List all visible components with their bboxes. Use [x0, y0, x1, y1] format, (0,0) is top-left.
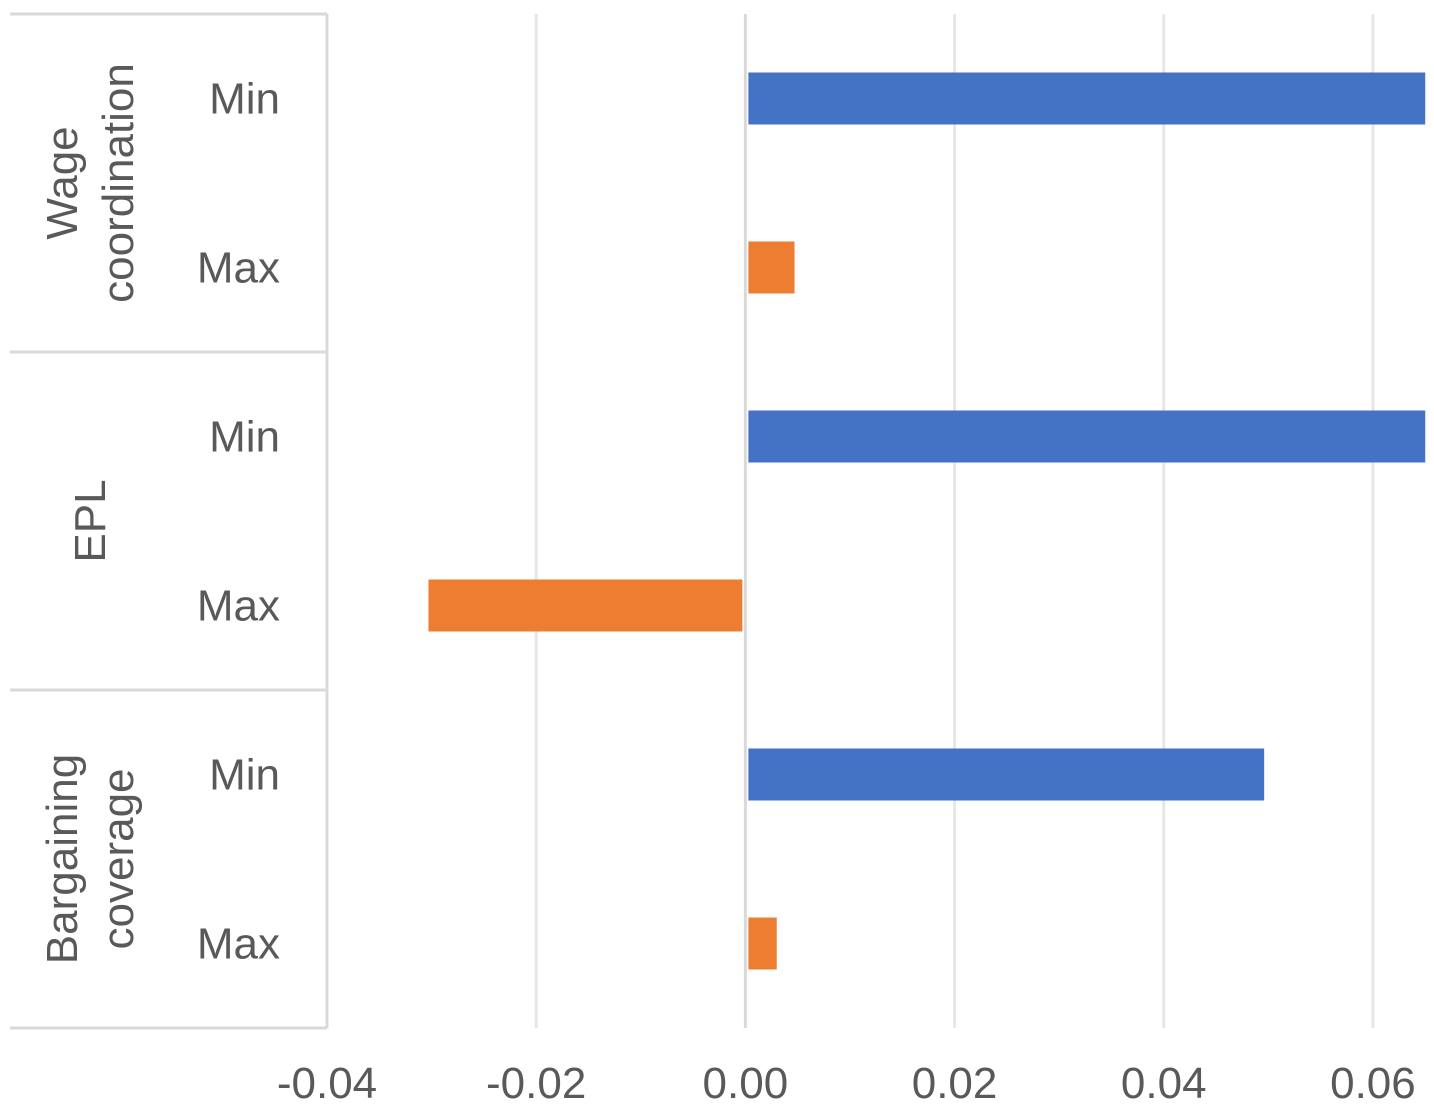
category-label-2-max: Max [197, 582, 280, 631]
bar-2-min [748, 410, 1426, 463]
x-tick-label-4: 0.04 [1121, 1059, 1207, 1108]
x-tick-label-0: -0.04 [277, 1059, 377, 1108]
bar-1-min [748, 72, 1426, 125]
group-label-3-line-1: Bargaining [38, 754, 87, 964]
group-label-3: Bargaining coverage [38, 754, 143, 964]
x-axis-tick-labels: -0.04 -0.02 0.00 0.02 0.04 0.06 [277, 1059, 1416, 1108]
group-label-1-line-2: coordination [94, 63, 143, 303]
category-axis: Min Max Wage coordination Min Max EPL Min Max Bar… [10, 12, 329, 1030]
bars [428, 72, 1426, 970]
bar-3-max [748, 917, 777, 970]
x-tick-label-2: 0.00 [703, 1059, 789, 1108]
x-tick-label-3: 0.02 [912, 1059, 998, 1108]
bar-3-min [748, 748, 1265, 801]
category-label-1-min: Min [209, 75, 280, 124]
category-label-3-min: Min [209, 751, 280, 800]
category-label-2-min: Min [209, 413, 280, 462]
group-label-3-line-2: coverage [94, 768, 143, 949]
group-label-2: EPL [66, 479, 115, 562]
gridlines [325, 14, 1375, 1028]
category-label-1-max: Max [197, 244, 280, 293]
bar-2-max [428, 579, 743, 632]
x-tick-label-1: -0.02 [486, 1059, 586, 1108]
group-label-1: Wage coordination [38, 63, 143, 303]
x-tick-label-5: 0.06 [1330, 1059, 1416, 1108]
group-label-2-line-1: EPL [66, 479, 115, 562]
group-label-1-line-1: Wage [38, 126, 87, 239]
category-label-3-max: Max [197, 920, 280, 969]
bar-1-max [748, 241, 795, 294]
